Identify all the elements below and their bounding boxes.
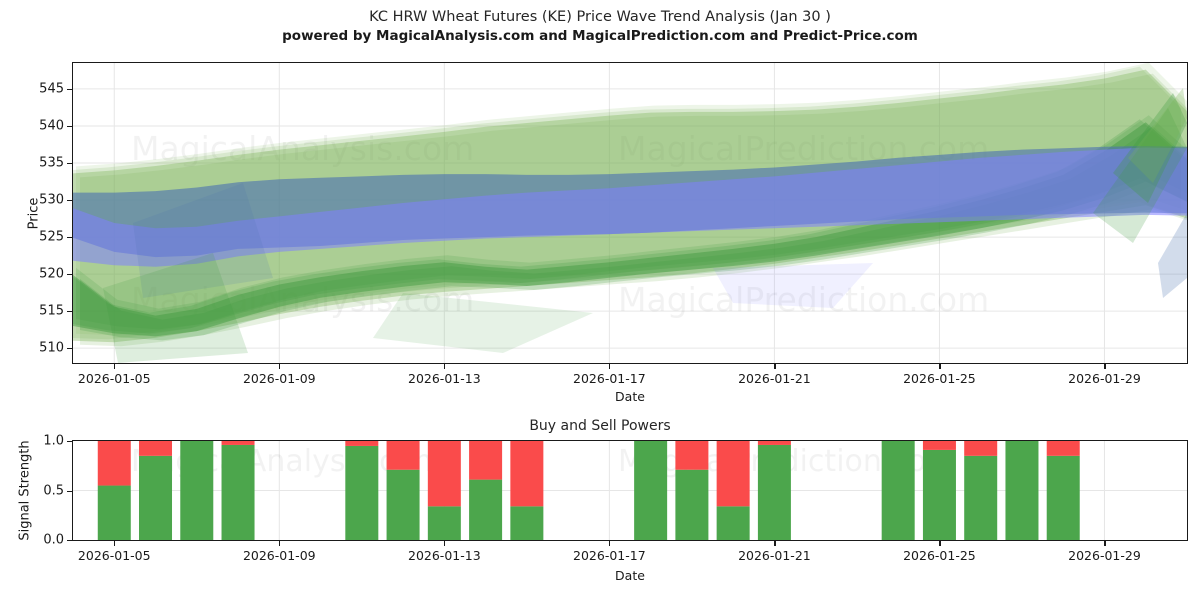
page-title: KC HRW Wheat Futures (KE) Price Wave Tre… bbox=[369, 9, 831, 25]
price-wave-svg: MagicalAnalysis.com MagicalPrediction.com… bbox=[73, 63, 1187, 363]
signal-xtick-mark bbox=[279, 541, 281, 546]
price-plot-area: MagicalAnalysis.com MagicalPrediction.com… bbox=[72, 62, 1188, 364]
signal-ytick-label: 0.0 bbox=[43, 532, 64, 548]
price-ytick-label: 540 bbox=[39, 118, 64, 134]
price-xtick-label: 2026-01-05 bbox=[77, 371, 151, 386]
signal-ytick-mark bbox=[67, 490, 72, 492]
signal-xtick-mark bbox=[114, 541, 116, 546]
price-ytick-label: 515 bbox=[39, 303, 64, 319]
price-xtick-label: 2026-01-09 bbox=[242, 371, 316, 386]
svg-text:MagicalAnalysis.com: MagicalAnalysis.com bbox=[131, 280, 474, 319]
buy-power-bar bbox=[881, 441, 915, 540]
signal-xtick-label: 2026-01-25 bbox=[903, 548, 976, 563]
buy-power-bar bbox=[180, 441, 214, 540]
signal-xtick-mark bbox=[939, 541, 941, 546]
price-xtick-mark bbox=[939, 364, 941, 369]
sell-power-bar bbox=[97, 441, 131, 486]
signal-xtick-mark bbox=[1104, 541, 1106, 546]
chart-title-block: KC HRW Wheat Futures (KE) Price Wave Tre… bbox=[0, 8, 1200, 46]
sell-power-bar bbox=[139, 441, 173, 456]
price-xaxis-label: Date bbox=[615, 389, 645, 404]
signal-ytick-mark bbox=[67, 540, 72, 542]
sell-power-bar bbox=[386, 441, 420, 470]
buy-power-bar bbox=[1005, 441, 1039, 540]
price-ytick-label: 510 bbox=[39, 340, 64, 356]
price-ytick-mark bbox=[67, 163, 72, 165]
sell-power-bar bbox=[427, 441, 461, 507]
sell-power-bar bbox=[469, 441, 503, 480]
sell-power-bar bbox=[221, 441, 255, 445]
price-ytick-mark bbox=[67, 311, 72, 313]
buy-power-bar bbox=[427, 506, 461, 540]
signal-ytick-label: 0.5 bbox=[43, 483, 64, 498]
price-xtick-mark bbox=[1104, 364, 1106, 369]
sell-power-bar bbox=[345, 441, 379, 446]
signal-ytick-mark bbox=[67, 441, 72, 443]
buy-power-bar bbox=[510, 506, 544, 540]
price-xtick-label: 2026-01-25 bbox=[903, 371, 976, 386]
buy-power-bar bbox=[386, 469, 420, 540]
buy-power-bar bbox=[757, 444, 791, 540]
buy-power-bar bbox=[469, 479, 503, 540]
page-subtitle: powered by MagicalAnalysis.com and Magic… bbox=[282, 28, 918, 44]
price-ytick-mark bbox=[67, 237, 72, 239]
price-xtick-mark bbox=[279, 364, 281, 369]
sell-power-bar bbox=[716, 441, 750, 507]
buy-power-bar bbox=[221, 444, 255, 540]
signal-yaxis-label: Signal Strength bbox=[17, 440, 33, 541]
signal-xtick-mark bbox=[774, 541, 776, 546]
buy-power-bar bbox=[97, 485, 131, 540]
buy-power-bar bbox=[139, 455, 173, 540]
price-ytick-label: 530 bbox=[39, 192, 64, 208]
sell-power-bar bbox=[757, 441, 791, 445]
svg-text:MagicalPrediction.com: MagicalPrediction.com bbox=[618, 280, 989, 319]
signal-xtick-label: 2026-01-29 bbox=[1068, 548, 1141, 563]
price-ytick-label: 525 bbox=[39, 229, 64, 245]
sell-power-bar bbox=[1046, 441, 1080, 456]
sell-power-bar bbox=[675, 441, 709, 470]
sell-power-bar bbox=[922, 441, 956, 450]
signal-xtick-label: 2026-01-05 bbox=[77, 548, 151, 563]
price-xtick-label: 2026-01-21 bbox=[738, 371, 811, 386]
buy-power-bar bbox=[1046, 455, 1080, 540]
signal-xtick-label: 2026-01-09 bbox=[242, 548, 316, 563]
price-ytick-mark bbox=[67, 200, 72, 202]
signal-xtick-label: 2026-01-13 bbox=[408, 548, 481, 563]
signal-xtick-label: 2026-01-17 bbox=[573, 548, 646, 563]
price-xtick-label: 2026-01-13 bbox=[408, 371, 481, 386]
price-xtick-mark bbox=[444, 364, 446, 369]
price-ytick-label: 520 bbox=[39, 266, 64, 282]
price-ytick-label: 535 bbox=[39, 155, 64, 171]
signal-xtick-mark bbox=[609, 541, 611, 546]
signal-xtick-label: 2026-01-21 bbox=[738, 548, 811, 563]
price-xtick-label: 2026-01-29 bbox=[1068, 371, 1141, 386]
price-xtick-label: 2026-01-17 bbox=[573, 371, 646, 386]
price-ytick-mark bbox=[67, 125, 72, 128]
price-xtick-mark bbox=[609, 364, 611, 369]
buy-sell-title: Buy and Sell Powers bbox=[529, 418, 671, 434]
buy-power-bar bbox=[716, 506, 750, 540]
signal-ytick-label: 1.0 bbox=[43, 433, 64, 449]
price-xtick-mark bbox=[114, 364, 116, 369]
signal-xtick-mark bbox=[444, 541, 446, 546]
buy-power-bar bbox=[634, 441, 668, 540]
buy-power-bar bbox=[922, 449, 956, 540]
price-ytick-mark bbox=[67, 274, 72, 276]
svg-text:MagicalAnalysis.com: MagicalAnalysis.com bbox=[131, 129, 474, 168]
price-xtick-mark bbox=[774, 364, 776, 369]
price-ytick-label: 545 bbox=[39, 81, 64, 97]
price-ytick-mark bbox=[67, 348, 72, 350]
price-ytick-mark bbox=[67, 88, 72, 91]
buy-power-bar bbox=[675, 469, 709, 540]
signal-xaxis-label: Date bbox=[615, 568, 645, 583]
price-yaxis-label: Price bbox=[26, 197, 42, 230]
sell-power-bar bbox=[964, 441, 998, 456]
sell-power-bar bbox=[510, 441, 544, 507]
buy-power-bar bbox=[964, 455, 998, 540]
buy-power-bar bbox=[345, 445, 379, 540]
